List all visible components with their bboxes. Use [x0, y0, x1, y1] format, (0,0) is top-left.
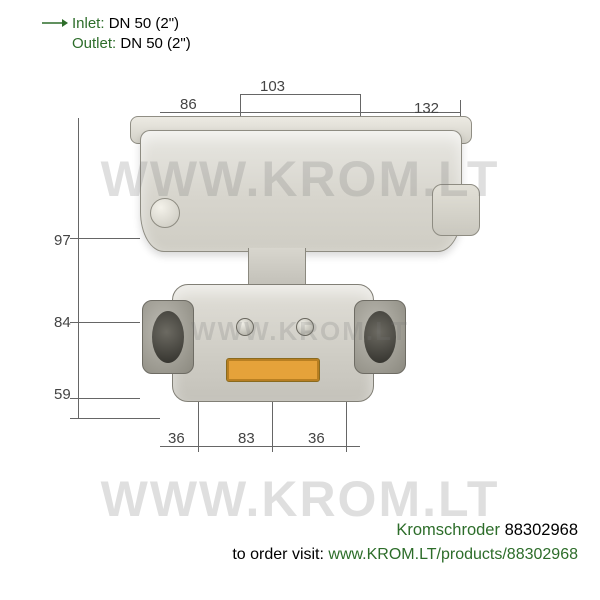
footer-order-link[interactable]: www.KROM.LT/products/88302968: [328, 546, 578, 563]
spec-inlet-label: Inlet:: [72, 15, 109, 32]
footer-part-number: 88302968: [505, 521, 578, 539]
actuator-housing: [140, 130, 462, 252]
actuator-connector: [432, 184, 480, 236]
dim-line-bottom: [160, 446, 360, 447]
valve-bolt-2: [296, 318, 314, 336]
dim-h103: 103: [260, 78, 285, 95]
spec-outlet-value: DN 50 (2"): [120, 35, 190, 52]
valve-port-inlet: [142, 300, 194, 374]
valve-nameplate: [226, 358, 320, 382]
page-root: { "specs": { "inlet": { "label": "Inlet:…: [0, 0, 600, 600]
port-bore-left: [152, 311, 184, 363]
footer-order-prefix: to order visit:: [232, 546, 328, 563]
footer-line-2: to order visit: www.KROM.LT/products/883…: [232, 543, 578, 566]
footer-block: Kromschroder 88302968 to order visit: ww…: [232, 519, 578, 566]
footer-brand: Kromschroder: [396, 521, 500, 539]
valve-neck: [248, 248, 306, 288]
inlet-arrow-icon: [40, 14, 68, 32]
dim-line-97: [70, 238, 140, 239]
spec-block: Inlet: DN 50 (2") Outlet: DN 50 (2"): [72, 14, 191, 55]
dim-v97: 97: [54, 232, 71, 249]
dim-b36l: 36: [168, 430, 185, 447]
dim-tick-b1: [198, 400, 199, 452]
dim-line-84: [70, 322, 140, 323]
dim-v59: 59: [54, 386, 71, 403]
dim-tick-b3: [346, 400, 347, 452]
dim-line-base: [70, 418, 160, 419]
dim-h132: 132: [414, 100, 439, 117]
dim-h86: 86: [180, 96, 197, 113]
valve-port-outlet: [354, 300, 406, 374]
valve-body: [172, 284, 374, 402]
dim-v84: 84: [54, 314, 71, 331]
dim-baseline-left: [78, 118, 79, 418]
spec-outlet: Outlet: DN 50 (2"): [72, 34, 191, 54]
valve-bolt-1: [236, 318, 254, 336]
dim-b36r: 36: [308, 430, 325, 447]
port-bore-right: [364, 311, 396, 363]
footer-line-1: Kromschroder 88302968: [232, 519, 578, 543]
dim-tick-b2: [272, 400, 273, 452]
dim-line-59: [70, 398, 140, 399]
spec-outlet-label: Outlet:: [72, 35, 120, 52]
spec-inlet: Inlet: DN 50 (2"): [72, 14, 191, 34]
spec-inlet-value: DN 50 (2"): [109, 15, 179, 32]
dim-line-103: [240, 94, 360, 95]
dim-b83: 83: [238, 430, 255, 447]
actuator-boss-left: [150, 198, 180, 228]
